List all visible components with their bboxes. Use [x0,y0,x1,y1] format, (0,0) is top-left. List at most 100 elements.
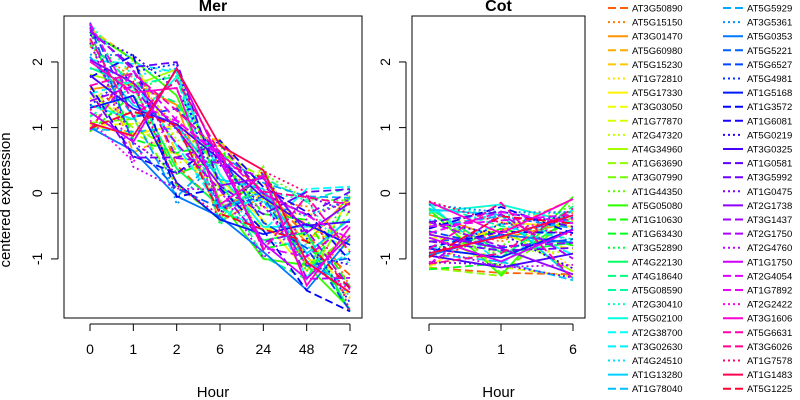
gene-line [89,80,351,312]
legend-item: AT5G6527 [723,60,792,71]
y-tick-label: -1 [377,252,393,265]
gene-line [89,115,351,290]
gene-line [428,214,574,255]
legend-item: AT1G44350 [608,187,683,198]
legend: AT3G50890 AT5G15150 AT3G01470 AT5G60980 AT5G… [608,4,792,395]
legend-label: AT3G01470 [632,32,683,43]
legend-item: AT2G38700 [608,328,683,339]
legend-item: AT4G18640 [608,271,683,282]
y-tick-label: 1 [377,124,393,132]
legend-label: AT1G5168 [747,88,792,99]
legend-label: AT1G3572 [747,102,792,113]
legend-item: AT3G5992 [723,173,792,184]
legend-item: AT5G02100 [608,314,683,325]
legend-item: AT3G5361 [723,18,792,29]
gene-line [428,215,574,269]
gene-line [89,39,351,243]
panel-mer: Mer 0 1 2 6 24 48 72 Hour 2 1 0 -1 [29,0,363,400]
legend-label: AT1G7578 [747,356,792,367]
gene-line [89,56,351,255]
gene-line [428,233,574,276]
gene-lines [89,22,351,313]
legend-label: AT3G07990 [632,173,683,184]
legend-label: AT4G34960 [632,145,683,156]
gene-line [89,23,351,241]
y-tick-label: 0 [377,189,393,197]
gene-line [428,205,574,235]
legend-item: AT1G1483 [723,370,792,381]
gene-line [89,90,351,216]
legend-item: AT5G15150 [608,18,683,29]
legend-label: AT1G13280 [632,370,683,381]
y-tick-label: 0 [29,189,45,197]
gene-line [428,249,574,267]
gene-line [428,202,574,217]
gene-line [89,24,351,267]
legend-label: AT5G08590 [632,286,683,297]
legend-item: AT3G1606 [723,314,792,325]
legend-item: AT3G6026 [723,342,792,353]
legend-item: AT3G02630 [608,342,683,353]
gene-line [89,84,351,262]
plot-frame [411,15,586,319]
x-axis: 0 1 6 Hour [425,323,577,400]
legend-item: AT3G01470 [608,32,683,43]
legend-item: AT4G24510 [608,356,683,367]
legend-label: AT1G1483 [747,370,792,381]
gene-lines [428,196,574,282]
legend-item: AT3G0325 [723,145,792,156]
legend-label: AT2G47320 [632,130,683,141]
legend-item: AT1G63690 [608,159,683,170]
legend-label: AT1G63430 [632,229,683,240]
legend-item: AT5G1225 [723,384,792,395]
legend-label: AT2G1750 [747,229,792,240]
gene-line [89,122,351,298]
legend-label: AT3G50890 [632,4,683,15]
legend-label: AT5G60980 [632,46,683,57]
x-tick-label: 6 [216,341,224,357]
legend-label: AT5G1225 [747,384,792,395]
legend-item: AT2G47320 [608,130,683,141]
legend-label: AT5G5929 [747,4,792,15]
gene-line [428,221,574,270]
x-axis: 0 1 2 6 24 48 72 Hour [86,323,358,400]
legend-label: AT5G15150 [632,18,683,29]
legend-label: AT3G1437 [747,215,792,226]
gene-line [428,203,573,214]
legend-item: AT2G4054 [723,271,792,282]
x-tick-label: 6 [569,341,577,357]
gene-line [89,97,351,217]
legend-label: AT5G6527 [747,60,792,71]
legend-label: AT3G52890 [632,243,683,254]
legend-label: AT3G6026 [747,342,792,353]
gene-line [428,215,574,259]
legend-item: AT1G0581 [723,159,792,170]
gene-line [89,85,351,239]
gene-line [89,75,351,228]
legend-label: AT2G2422 [747,300,792,311]
legend-label: AT2G4760 [747,243,792,254]
gene-line [89,30,351,310]
x-tick-label: 24 [256,341,272,357]
legend-item: AT1G7892 [723,286,792,297]
gene-line [89,54,351,313]
legend-label: AT4G18640 [632,271,683,282]
legend-item: AT3G1437 [723,215,792,226]
legend-label: AT2G1738 [747,201,792,212]
legend-label: AT3G03050 [632,102,683,113]
gene-line [428,207,574,265]
legend-item: AT5G0353 [723,32,792,43]
gene-line [89,23,351,267]
legend-label: AT1G1750 [747,257,792,268]
legend-item: AT1G0475 [723,187,792,198]
x-axis-label: Hour [482,384,515,400]
legend-label: AT4G22130 [632,257,683,268]
y-axis: 2 1 0 -1 [377,58,407,265]
legend-label: AT1G10630 [632,215,683,226]
x-tick-label: 72 [342,341,358,357]
gene-line [428,230,574,248]
legend-label: AT1G63690 [632,159,683,170]
legend-item: AT1G7578 [723,356,792,367]
legend-item: AT1G13280 [608,370,683,381]
